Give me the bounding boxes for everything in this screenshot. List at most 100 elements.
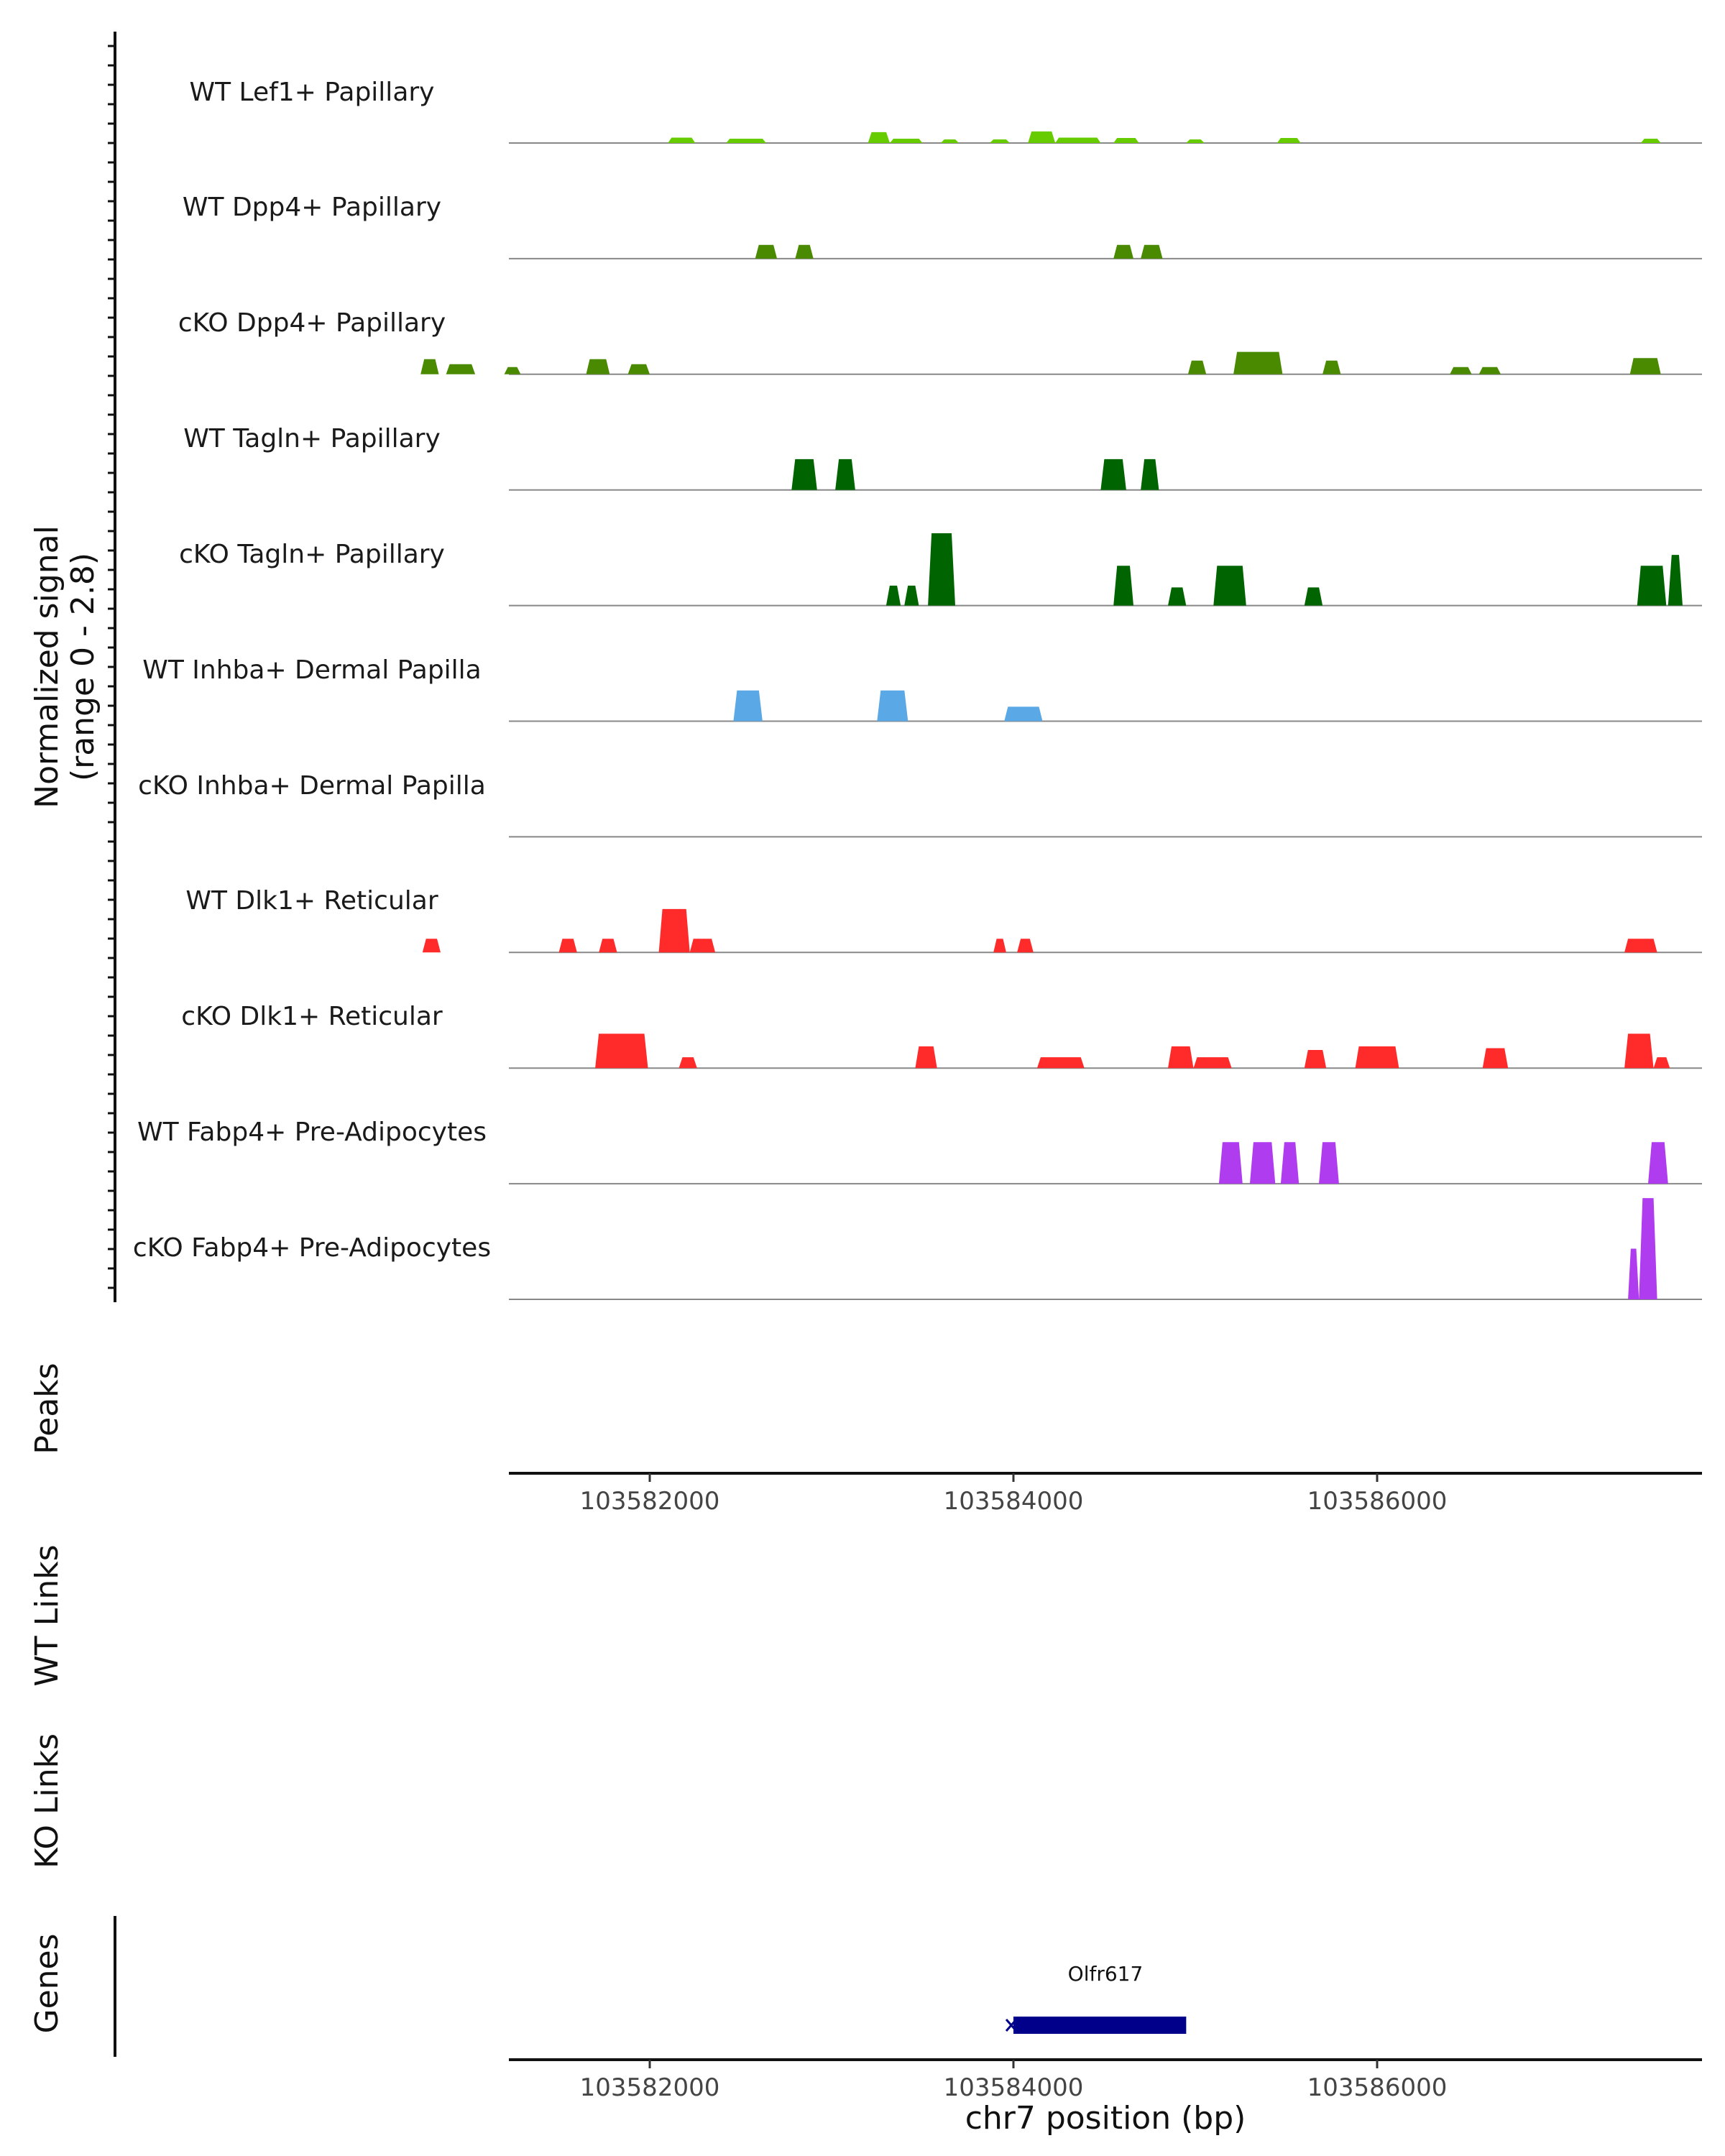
coverage-peak [504, 367, 521, 374]
coverage-peak [1186, 139, 1205, 143]
coverage-peak [1624, 939, 1657, 953]
coverage-peak [928, 533, 955, 606]
coverage-peak [678, 1057, 697, 1069]
coverage-peak [1628, 1248, 1639, 1299]
peaks-x-axis-ticks: 103582000 103584000 103586000 [580, 1473, 1448, 1516]
coverage-peak [668, 137, 696, 143]
coverage-peak [868, 132, 890, 143]
genes-panel-label: Genes [29, 1933, 65, 2033]
coverage-peak [446, 364, 476, 374]
coverage-ylabel-line2: (range 0 - 2.8) [65, 553, 101, 781]
coverage-peak [658, 908, 690, 953]
coverage-peak [1113, 566, 1133, 606]
coverage-peak [1280, 1142, 1300, 1184]
coverage-peak [599, 939, 617, 953]
coverage-peak [1168, 587, 1187, 606]
coverage-peak [558, 939, 577, 953]
coverage-peak [993, 939, 1006, 953]
track-label: cKO Dpp4+ Papillary [178, 308, 446, 338]
ko-links-panel-label: KO Links [29, 1733, 65, 1869]
track-label: cKO Tagln+ Papillary [179, 540, 445, 569]
coverage-peak [1028, 131, 1056, 143]
coverage-tracks [420, 131, 1702, 1300]
coverage-peak [915, 1046, 937, 1069]
coverage-peak [1629, 358, 1661, 374]
coverage-peak [627, 364, 650, 374]
coverage-peak [755, 244, 778, 259]
track-label: WT Fabp4+ Pre-Adipocytes [137, 1118, 487, 1147]
track-label: WT Dpp4+ Papillary [183, 193, 441, 222]
coverage-peak [1141, 244, 1163, 259]
coverage-peak [1036, 1057, 1085, 1069]
x-tick-label: 103586000 [1307, 1487, 1448, 1516]
coverage-peak [595, 1033, 648, 1069]
coverage-peak [1355, 1046, 1399, 1069]
coverage-ylabel-line1: Normalized signal [29, 525, 65, 808]
coverage-peak [890, 139, 923, 143]
track-label: WT Dlk1+ Reticular [185, 886, 438, 916]
coverage-peak [1653, 1057, 1670, 1069]
coverage-peak [1113, 244, 1133, 259]
genes-panel: Genes Olfr617 103582000 103584000 10358600… [29, 1916, 1702, 2137]
coverage-peak [835, 459, 855, 490]
coverage-peak [1168, 1046, 1194, 1069]
coverage-peak [726, 139, 766, 143]
coverage-peak [420, 359, 439, 374]
gene-label: Olfr617 [1068, 1962, 1144, 1986]
gene-body [1013, 2017, 1187, 2034]
coverage-peak [886, 585, 901, 606]
coverage-peak [1450, 367, 1472, 374]
coverage-peak [1218, 1142, 1243, 1184]
coverage-peak [1249, 1142, 1276, 1184]
peaks-panel: Peaks 103582000 103584000 103586000 [29, 1363, 1702, 1516]
coverage-peak [1648, 1142, 1668, 1184]
coverage-peak [990, 139, 1010, 143]
coverage-peak [1193, 1057, 1232, 1069]
coverage-peak [1004, 706, 1043, 722]
x-tick-label: 103582000 [580, 1487, 720, 1516]
track-label: cKO Fabp4+ Pre-Adipocytes [133, 1233, 491, 1263]
coverage-y-axis: Normalized signal (range 0 - 2.8) [29, 32, 116, 1302]
coverage-peak [1624, 1033, 1654, 1069]
coverage-peak [1213, 566, 1246, 606]
coverage-peak [904, 585, 919, 606]
coverage-peak [1304, 1050, 1327, 1069]
coverage-peak [1478, 367, 1501, 374]
coverage-peak [1276, 138, 1301, 143]
coverage-peak [1304, 587, 1323, 606]
coverage-peak [1233, 351, 1283, 374]
track-label: WT Lef1+ Papillary [190, 78, 435, 107]
track-label: WT Tagln+ Papillary [183, 424, 441, 453]
coverage-axis-ticks [108, 45, 115, 1289]
wt-links-panel-label: WT Links [29, 1544, 65, 1686]
track-labels: WT Lef1+ Papillary WT Dpp4+ Papillary cK… [133, 78, 491, 1263]
coverage-peak [1322, 360, 1341, 374]
x-tick-label: 103586000 [1307, 2073, 1448, 2102]
gene-strand-marker [1005, 2019, 1018, 2032]
coverage-peak [1640, 139, 1661, 143]
track-label: WT Inhba+ Dermal Papilla [142, 655, 481, 685]
coverage-peak [1187, 360, 1207, 374]
x-tick-label: 103582000 [580, 2073, 720, 2102]
track-label: cKO Inhba+ Dermal Papilla [138, 771, 486, 801]
coverage-peak [422, 939, 441, 953]
x-axis-title: chr7 position (bp) [965, 2100, 1246, 2137]
coverage-peak [940, 139, 960, 143]
gene-models [1005, 2017, 1187, 2034]
coverage-peak [733, 690, 763, 722]
coverage-peak [689, 939, 716, 953]
coverage-peak [1100, 459, 1126, 490]
coverage-peak [1141, 459, 1159, 490]
coverage-peak [795, 244, 814, 259]
coverage-peak [1637, 566, 1667, 606]
coverage-peak [1639, 1198, 1657, 1299]
genes-x-axis-ticks: 103582000 103584000 103586000 [580, 2060, 1448, 2102]
coverage-peak [791, 459, 817, 490]
track-label: cKO Dlk1+ Reticular [181, 1002, 443, 1031]
peaks-panel-label: Peaks [29, 1363, 65, 1454]
x-tick-label: 103584000 [944, 2073, 1084, 2102]
coverage-peak [586, 359, 610, 374]
coverage-peak [1113, 138, 1139, 143]
coverage-peak [1668, 555, 1683, 606]
